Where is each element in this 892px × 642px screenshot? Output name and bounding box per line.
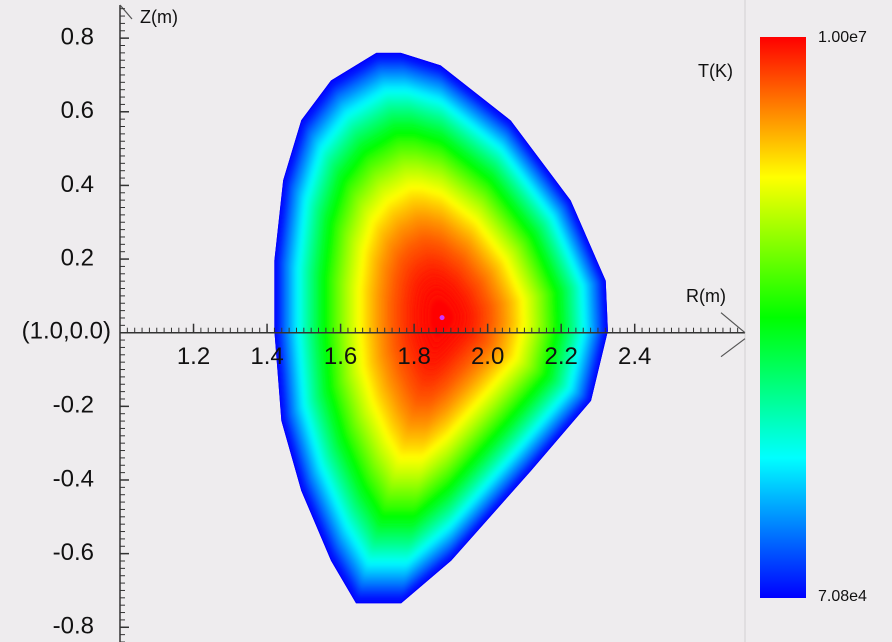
axes — [119, 4, 746, 642]
y-tick-label: 0.6 — [61, 97, 94, 124]
x-axis-label: R(m) — [686, 286, 726, 306]
y-tick-label: -0.6 — [53, 539, 94, 566]
y-tick-label: 0.2 — [61, 244, 94, 271]
x-tick-label: 2.4 — [618, 343, 651, 370]
colorbar-min-label: 7.08e4 — [818, 588, 867, 605]
colorbar-title: T(K) — [698, 61, 733, 81]
x-axis-arrow — [720, 312, 746, 358]
y-tick-label: -0.2 — [53, 392, 94, 419]
y-axis-arrow — [119, 4, 133, 20]
y-tick-label: 0.4 — [61, 171, 94, 198]
colorbar — [760, 37, 806, 598]
x-tick-label: 1.4 — [250, 343, 283, 370]
x-tick-label: 1.6 — [324, 343, 357, 370]
magnetic-axis — [439, 315, 445, 321]
y-tick-label: -0.8 — [53, 613, 94, 640]
x-tick-label: 1.2 — [177, 343, 210, 370]
x-tick-label: 1.8 — [397, 343, 430, 370]
colorbar-max-label: 1.00e7 — [818, 29, 867, 46]
y-tick-label: -0.4 — [53, 465, 94, 492]
y-tick-label: 0.8 — [61, 23, 94, 50]
temperature-field — [274, 52, 608, 604]
origin-label: (1.0,0.0) — [22, 317, 111, 344]
y-axis-label: Z(m) — [140, 7, 178, 27]
x-tick-label: 2.0 — [471, 343, 504, 370]
x-tick-label: 2.2 — [544, 343, 577, 370]
